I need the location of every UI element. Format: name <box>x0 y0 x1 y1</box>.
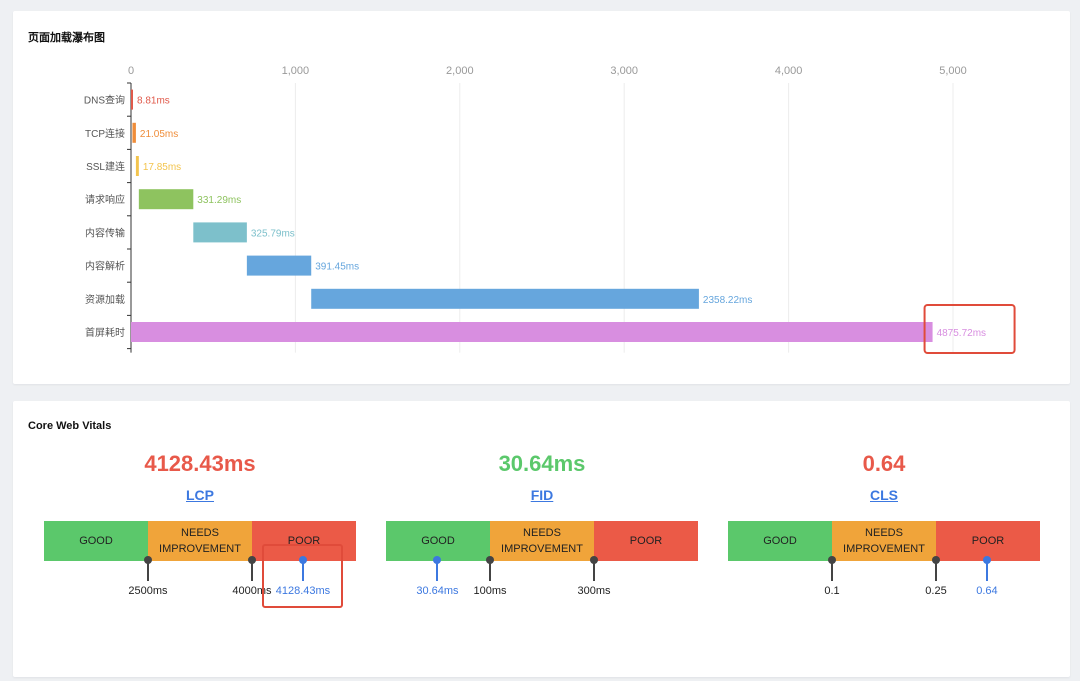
x-tick-label: 1,000 <box>282 65 310 77</box>
bar-value-label: 4875.72ms <box>937 328 986 339</box>
highlight-box <box>923 304 1016 354</box>
cls-good-segment: GOOD <box>728 521 832 561</box>
fid-needs-improvement-segment: NEEDS IMPROVEMENT <box>490 521 594 561</box>
x-tick-label: 4,000 <box>775 65 803 77</box>
waterfall-bar <box>135 156 139 176</box>
bar-value-label: 325.79ms <box>251 228 295 239</box>
waterfall-bar <box>138 189 194 210</box>
core-web-vitals-card: Core Web Vitals 4128.43ms LCP GOOD NEEDS… <box>13 401 1070 677</box>
x-tick-label: 2,000 <box>446 65 474 77</box>
cls-scale: GOOD NEEDS IMPROVEMENT POOR <box>728 521 1040 561</box>
y-category-label: DNS查询 <box>84 94 125 107</box>
lcp-value: 4128.43ms <box>144 451 256 476</box>
cwv-title: Core Web Vitals <box>28 420 112 432</box>
lcp-threshold-poor-label: 4000ms <box>232 585 272 597</box>
fid-link[interactable]: FID <box>530 487 554 503</box>
waterfall-bar <box>311 288 699 309</box>
y-category-label: 内容解析 <box>85 260 125 273</box>
fid-threshold-poor-label: 300ms <box>577 585 611 597</box>
y-category-label: 首屏耗时 <box>85 326 125 339</box>
waterfall-card: 页面加载瀑布图 0 1,000 2,000 3,000 4,000 5,000 DNS查询 8… <box>13 11 1070 384</box>
cls-threshold-poor-label: 0.25 <box>925 585 947 597</box>
fid-value: 30.64ms <box>498 451 586 476</box>
lcp-good-segment: GOOD <box>44 521 148 561</box>
cls-poor-segment: POOR <box>936 521 1040 561</box>
fid-threshold-good-label: 100ms <box>473 585 507 597</box>
lcp-link[interactable]: LCP <box>186 487 214 503</box>
cls-link[interactable]: CLS <box>870 487 898 503</box>
cls-current-label: 0.64 <box>976 585 998 597</box>
y-category-label: 内容传输 <box>85 226 125 239</box>
cls-value: 0.64 <box>862 451 906 476</box>
bar-value-label: 391.45ms <box>315 262 359 273</box>
lcp-highlight-box <box>262 544 343 608</box>
waterfall-chart: 0 1,000 2,000 3,000 4,000 5,000 DNS查询 8.81ms TCP… <box>84 65 1016 354</box>
fid-good-segment: GOOD <box>386 521 490 561</box>
bar-value-label: 17.85ms <box>143 162 181 173</box>
lcp-threshold-good-label: 2500ms <box>128 585 168 597</box>
waterfall-bar <box>193 222 247 243</box>
waterfall-bar <box>132 122 136 143</box>
y-category-label: 请求响应 <box>85 193 125 206</box>
x-tick-label: 0 <box>128 65 134 77</box>
bar-value-label: 8.81ms <box>137 96 170 107</box>
y-category-label: 资源加载 <box>85 293 125 306</box>
y-category-label: TCP连接 <box>85 127 125 140</box>
fid-scale: GOOD NEEDS IMPROVEMENT POOR <box>386 521 698 561</box>
x-tick-label: 5,000 <box>939 65 967 77</box>
lcp-needs-improvement-segment: NEEDS IMPROVEMENT <box>148 521 252 561</box>
x-tick-label: 3,000 <box>610 65 638 77</box>
fid-current-label: 30.64ms <box>416 585 459 597</box>
y-category-label: SSL建连 <box>86 160 125 173</box>
fid-poor-segment: POOR <box>594 521 698 561</box>
waterfall-bar <box>131 89 133 110</box>
bar-value-label: 2358.22ms <box>703 295 752 306</box>
cls-threshold-good-label: 0.1 <box>824 585 840 597</box>
lcp-current-label: 4128.43ms <box>275 585 331 597</box>
waterfall-title: 页面加载瀑布图 <box>28 32 105 44</box>
bar-value-label: 21.05ms <box>140 129 178 140</box>
waterfall-bar <box>131 322 933 342</box>
cls-needs-improvement-segment: NEEDS IMPROVEMENT <box>832 521 936 561</box>
waterfall-bar <box>246 255 312 276</box>
bar-value-label: 331.29ms <box>197 195 241 206</box>
